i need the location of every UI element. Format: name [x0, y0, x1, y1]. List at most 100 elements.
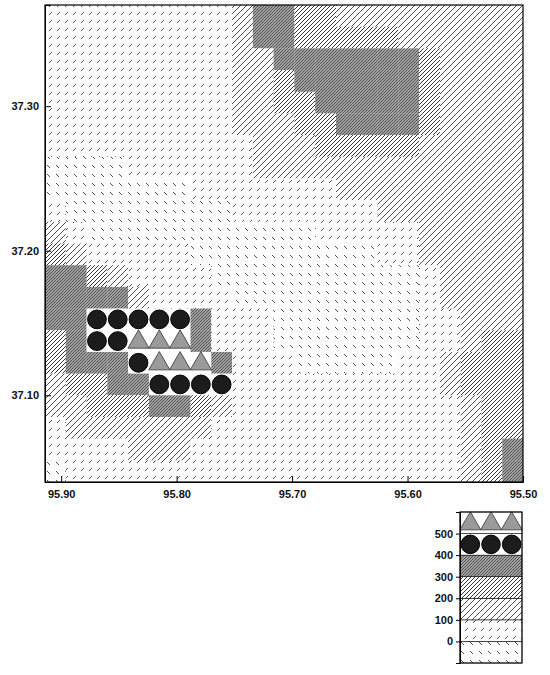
cell [419, 374, 440, 396]
cell [128, 222, 149, 244]
cell [66, 265, 87, 287]
cell [398, 287, 419, 309]
cell [419, 265, 440, 287]
cell [419, 244, 440, 266]
colorbar-tick-label: 400 [435, 549, 453, 561]
cell [45, 135, 66, 157]
cell [481, 135, 502, 157]
cell [336, 330, 357, 352]
cell [66, 48, 87, 70]
cell [190, 70, 211, 92]
cell [170, 48, 191, 70]
y-tick: 37.20 [11, 245, 51, 257]
cell [461, 309, 482, 331]
cell [502, 222, 523, 244]
cell [149, 439, 170, 461]
cell [502, 287, 523, 309]
cell [232, 135, 253, 157]
cell [294, 48, 315, 70]
cell [253, 417, 274, 439]
cell [45, 439, 66, 461]
cell [357, 92, 378, 114]
x-tick-label: 95.60 [394, 488, 422, 500]
cell [502, 178, 523, 200]
cell [294, 135, 315, 157]
cell [336, 70, 357, 92]
cell [461, 244, 482, 266]
cell [419, 48, 440, 70]
cell [440, 374, 461, 396]
cell [440, 113, 461, 135]
cell [253, 113, 274, 135]
cell [128, 395, 149, 417]
cell [398, 417, 419, 439]
cell [336, 265, 357, 287]
cell [315, 200, 336, 222]
cell [440, 244, 461, 266]
cell [378, 244, 399, 266]
y-tick: 37.10 [11, 389, 51, 401]
cell [440, 352, 461, 374]
cell [398, 374, 419, 396]
cell [87, 200, 108, 222]
cell [128, 265, 149, 287]
cell [253, 460, 274, 482]
cell [253, 352, 274, 374]
cell [315, 113, 336, 135]
cell [107, 330, 128, 352]
cell [232, 287, 253, 309]
cell [87, 330, 108, 352]
cell [294, 352, 315, 374]
cell [315, 287, 336, 309]
cell [274, 330, 295, 352]
cell [398, 439, 419, 461]
cell [315, 157, 336, 179]
cell [461, 5, 482, 27]
cell [294, 417, 315, 439]
cell [232, 330, 253, 352]
cell [66, 200, 87, 222]
y-axis: 37.1037.2037.30 [11, 6, 51, 483]
triangle-symbol [501, 512, 522, 530]
cell [398, 395, 419, 417]
y-tick-label: 37.10 [11, 389, 39, 401]
cell [398, 200, 419, 222]
cell [502, 5, 523, 27]
cell [274, 113, 295, 135]
cell [128, 352, 149, 374]
cell [440, 5, 461, 27]
cell [211, 92, 232, 114]
triangle-symbol [460, 512, 481, 530]
cell [149, 222, 170, 244]
cell [87, 395, 108, 417]
cell [107, 178, 128, 200]
cell [107, 200, 128, 222]
cell [440, 265, 461, 287]
cell [274, 244, 295, 266]
cell [253, 135, 274, 157]
x-tick-label: 95.50 [510, 488, 538, 500]
cell [170, 135, 191, 157]
cell [481, 287, 502, 309]
x-tick: 95.70 [279, 476, 307, 500]
cell [398, 27, 419, 49]
cell [87, 222, 108, 244]
cell [128, 135, 149, 157]
cell [66, 178, 87, 200]
cell [128, 417, 149, 439]
cell [481, 70, 502, 92]
cell [149, 395, 170, 417]
cell [419, 439, 440, 461]
y-tick-mark [45, 251, 51, 252]
cell [253, 309, 274, 331]
cell [378, 222, 399, 244]
circle-symbol [502, 535, 521, 554]
cell [481, 395, 502, 417]
cell [128, 309, 149, 331]
cell [66, 395, 87, 417]
cell [190, 244, 211, 266]
cell [170, 200, 191, 222]
cell [274, 265, 295, 287]
cell [107, 157, 128, 179]
cell [357, 330, 378, 352]
